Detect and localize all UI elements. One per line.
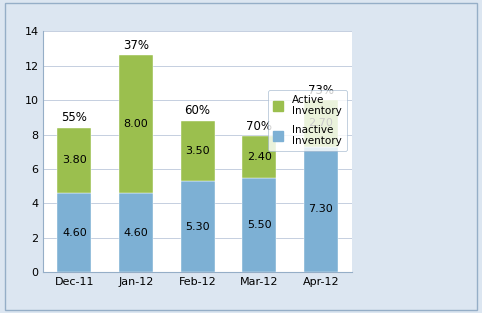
Bar <box>181 121 214 181</box>
Text: 55%: 55% <box>61 111 87 124</box>
Bar <box>242 136 276 178</box>
Text: 3.50: 3.50 <box>185 146 210 156</box>
Text: 73%: 73% <box>308 84 334 97</box>
Bar <box>57 128 91 193</box>
Text: 4.60: 4.60 <box>62 228 87 238</box>
Text: 3.80: 3.80 <box>62 156 87 165</box>
Text: 7.30: 7.30 <box>308 204 333 214</box>
Text: 2.70: 2.70 <box>308 118 334 128</box>
Bar <box>119 55 153 193</box>
Text: 8.00: 8.00 <box>123 119 148 129</box>
Bar <box>57 193 91 272</box>
Bar <box>242 178 276 272</box>
Text: 70%: 70% <box>246 120 272 133</box>
Bar <box>304 100 338 146</box>
Bar <box>304 146 338 272</box>
Text: 4.60: 4.60 <box>123 228 148 238</box>
Text: 5.50: 5.50 <box>247 220 271 230</box>
Text: 5.30: 5.30 <box>185 222 210 232</box>
Legend: Active
Inventory, Inactive
Inventory: Active Inventory, Inactive Inventory <box>268 90 347 151</box>
Text: 2.40: 2.40 <box>247 152 272 162</box>
Bar <box>181 181 214 272</box>
Text: 37%: 37% <box>123 39 149 52</box>
Bar <box>119 193 153 272</box>
Text: 60%: 60% <box>185 104 211 117</box>
